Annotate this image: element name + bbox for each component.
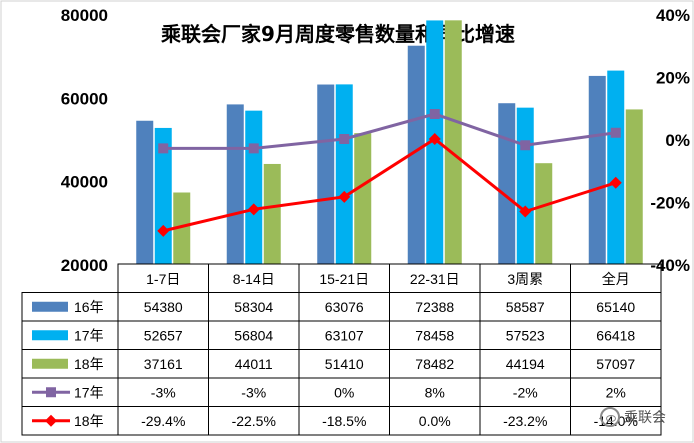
line-point (610, 127, 621, 138)
right-axis: -40% -20% 0% 20% 40% (650, 6, 690, 275)
data-label: 8% (425, 384, 445, 400)
legend-key (32, 358, 68, 369)
legend-marker (46, 387, 56, 398)
data-table: 1-7日 8-14日 15-21日 22-31日 3周累 全月 16年 54380 58304 6… (21, 263, 662, 436)
category-label: 15-21日 (319, 271, 369, 287)
right-tick-label: -20% (650, 194, 690, 213)
bar (263, 163, 281, 264)
line-point (429, 109, 440, 119)
data-label: 66418 (596, 327, 635, 343)
data-label: 52657 (144, 327, 183, 343)
legend-label: 17年 (74, 327, 104, 343)
line-point (428, 133, 441, 145)
bar (335, 84, 353, 264)
line-point (520, 140, 531, 151)
right-tick-label: 40% (656, 6, 690, 25)
legend-marker (45, 414, 57, 427)
legend-key (32, 301, 68, 312)
data-label: 72388 (415, 299, 454, 315)
category-label: 22-31日 (410, 271, 460, 287)
data-label: 54380 (144, 299, 183, 315)
line-point (338, 190, 351, 203)
legend-key (32, 330, 68, 341)
data-label: 65140 (596, 299, 635, 315)
bar (625, 109, 643, 264)
bar (136, 120, 154, 264)
right-tick-label: 20% (656, 69, 690, 88)
left-tick-label: 60000 (61, 89, 108, 108)
data-label: 63107 (325, 327, 364, 343)
series-line (162, 137, 617, 233)
data-label: 0% (334, 384, 354, 400)
line-point (519, 205, 532, 218)
line-point (609, 176, 622, 189)
line-point (247, 203, 260, 216)
data-label: 51410 (325, 356, 364, 372)
watermark-text: 乘联会 (624, 410, 666, 426)
line-point (248, 143, 259, 154)
series-line (163, 112, 616, 150)
data-label: 37161 (144, 356, 183, 372)
bar (354, 133, 372, 264)
bar (607, 70, 625, 264)
data-label: 57097 (596, 356, 635, 372)
line-point (157, 224, 170, 237)
data-label: 58587 (506, 299, 545, 315)
data-label: -2% (513, 384, 538, 400)
data-label: -29.4% (141, 413, 185, 429)
bar (173, 192, 191, 264)
data-label: -3% (241, 384, 266, 400)
data-label: -3% (151, 384, 176, 400)
category-label: 全月 (602, 271, 630, 287)
data-label: 78458 (415, 327, 454, 343)
data-label: 0.0% (419, 413, 451, 429)
category-label: 8-14日 (233, 271, 275, 287)
data-label: -18.5% (322, 413, 366, 429)
category-label: 1-7日 (146, 271, 180, 287)
data-label: 57523 (506, 327, 545, 343)
left-tick-label: 20000 (61, 256, 108, 275)
data-label: 58304 (234, 299, 273, 315)
data-label: 44194 (506, 356, 545, 372)
right-tick-label: -40% (650, 256, 690, 275)
category-label: 3周累 (507, 271, 543, 287)
bar (516, 107, 534, 264)
data-label: 56804 (234, 327, 273, 343)
legend-label: 18年 (74, 356, 104, 372)
data-label: -23.2% (503, 413, 547, 429)
bar (226, 104, 244, 265)
line-point (339, 134, 350, 144)
legend-label: 17年 (74, 384, 104, 400)
data-label: -22.5% (232, 413, 276, 429)
bar (588, 75, 606, 265)
data-label: 44011 (235, 356, 273, 372)
watermark: 乘联会 (600, 404, 692, 430)
bar (498, 103, 516, 265)
left-tick-label: 40000 (61, 173, 108, 192)
bar (535, 163, 553, 264)
data-label: 63076 (325, 299, 364, 315)
legend-label: 16年 (74, 299, 104, 315)
bar (444, 20, 462, 265)
bar (317, 84, 335, 265)
bar (245, 110, 263, 265)
data-label: 2% (606, 384, 626, 400)
lines-group (157, 109, 622, 237)
bar (407, 45, 425, 264)
legend-label: 18年 (74, 413, 104, 429)
left-axis: 20000 40000 60000 80000 (61, 6, 108, 275)
data-label: 78482 (415, 356, 454, 372)
line-point (158, 143, 169, 154)
right-tick-label: 0% (665, 131, 690, 150)
wechat-icon (600, 407, 620, 427)
left-tick-label: 80000 (61, 6, 108, 25)
